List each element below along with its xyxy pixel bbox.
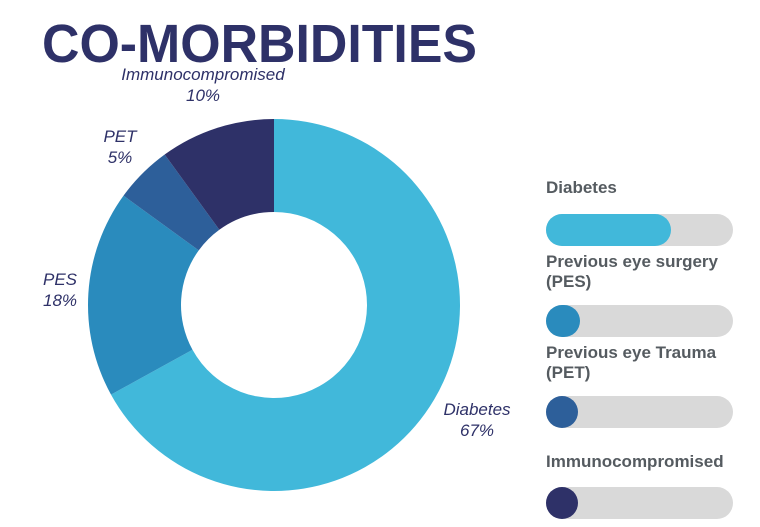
- legend-label: Previous eye surgery (PES): [546, 252, 718, 291]
- progress-fill: [546, 396, 578, 428]
- segment-value: 18%: [43, 291, 77, 310]
- legend-label: Diabetes: [546, 178, 617, 197]
- segment-label: Immunocompromised 10%: [121, 65, 285, 105]
- progress-fill: [546, 305, 580, 337]
- progress-track: [546, 396, 733, 428]
- segment-value: 67%: [460, 421, 494, 440]
- donut-segment: [87, 195, 199, 395]
- donut-segment: [164, 119, 274, 230]
- segment-label: Diabetes 67%: [443, 400, 511, 440]
- progress-track: [546, 305, 733, 337]
- segment-value: 5%: [108, 148, 133, 167]
- donut-segment: [123, 154, 220, 251]
- progress-fill: [546, 214, 672, 246]
- segment-value: 10%: [186, 86, 220, 105]
- segment-name: PET: [103, 127, 138, 146]
- progress-fill: [546, 487, 578, 519]
- segment-label: PES 18%: [43, 270, 78, 310]
- progress-track: [546, 487, 733, 519]
- segment-label: PET 5%: [103, 127, 138, 167]
- segment-name: Diabetes: [443, 400, 511, 419]
- segment-name: PES: [43, 270, 78, 289]
- legend-label: Immunocompromised: [546, 452, 724, 471]
- legend-label: Previous eye Trauma (PET): [546, 343, 717, 382]
- segment-name: Immunocompromised: [121, 65, 285, 84]
- chart-title: CO-MORBIDITIES: [42, 14, 477, 74]
- donut-segment: [111, 119, 460, 491]
- progress-track: [546, 214, 733, 246]
